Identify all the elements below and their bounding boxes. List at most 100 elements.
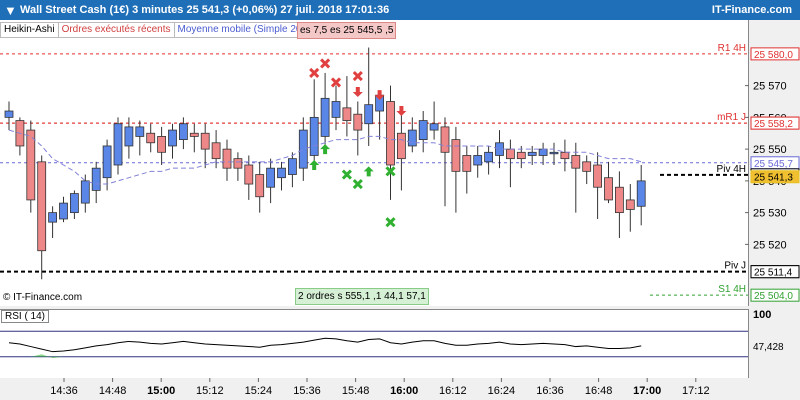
candle-body: [353, 113, 363, 131]
level-name-label: R1 4H: [718, 43, 746, 54]
order-up-arrow-marker: [309, 160, 320, 170]
candle-body: [396, 132, 406, 160]
order-cross-marker: [309, 67, 320, 78]
time-tick-label: 15:36: [293, 385, 321, 397]
legend-moving-average[interactable]: Moyenne mobile (Simple 20): [175, 23, 309, 37]
level-value-box: [750, 288, 800, 302]
brand-label: IT-Finance.com: [711, 4, 792, 16]
order-cross-marker: [341, 169, 352, 180]
candle-body: [255, 174, 265, 198]
candle-body: [48, 212, 57, 223]
candle-body: [298, 129, 308, 169]
candle-body: [407, 129, 417, 147]
level-name-label: mR1 J: [717, 112, 746, 123]
order-cross-marker: [320, 58, 331, 69]
orders-top-box[interactable]: es 7,5 es 25 545,5 ,5: [297, 22, 397, 39]
candle-body: [200, 132, 210, 150]
legend-heikin-ashi[interactable]: Heikin-Ashi: [1, 23, 59, 37]
candle-body: [91, 167, 101, 191]
candle-body: [4, 110, 14, 118]
candle-body: [266, 167, 276, 188]
chart-title: Wall Street Cash (1€) 3 minutes 25 541,3…: [20, 4, 390, 16]
rsi-top-tick: 100: [753, 309, 771, 321]
candle-body: [211, 142, 221, 160]
candle-body: [157, 136, 167, 153]
candle-body: [244, 164, 254, 185]
legend-orders[interactable]: Ordres exécutés récents: [59, 23, 175, 37]
candle-body: [309, 116, 319, 156]
candle-body: [364, 104, 374, 125]
indicator-legend: Heikin-Ashi Ordres exécutés récents Moye…: [0, 22, 310, 38]
price-tick-label: 25 530: [753, 208, 787, 220]
level-value-box: [750, 116, 800, 130]
time-tick-label: 15:24: [245, 385, 273, 397]
candle-body: [331, 101, 341, 118]
order-down-arrow-marker: [352, 86, 363, 97]
rsi-panel[interactable]: [0, 309, 749, 378]
rsi-oversold-fill: [30, 354, 64, 359]
level-value-box: [750, 47, 800, 61]
candle-body: [342, 107, 352, 121]
candle-body: [462, 155, 472, 172]
candle-body: [593, 164, 602, 188]
candle-body: [168, 129, 177, 147]
level-value-label: 25 558,2: [754, 119, 793, 130]
candle-body: [102, 145, 112, 179]
time-tick-label: 16:36: [536, 385, 564, 397]
candle-body: [418, 120, 428, 141]
orders-bottom-box[interactable]: 2 ordres s 555,1 ,1 44,1 57,1: [295, 288, 429, 305]
time-tick-label: 14:48: [99, 385, 127, 397]
time-axis: [0, 378, 748, 400]
candle-body: [625, 199, 635, 210]
level-value-label: 25 504,0: [754, 291, 793, 302]
order-up-arrow-marker: [320, 144, 331, 155]
candle-body: [571, 155, 581, 169]
candle-body: [70, 193, 79, 214]
candle-body: [473, 155, 483, 166]
candle-body: [233, 158, 243, 169]
candle-body: [80, 180, 90, 204]
level-name-label: S1 4H: [718, 284, 746, 295]
time-tick-label: 16:48: [585, 385, 613, 397]
candle-body: [604, 177, 613, 201]
candle-body: [516, 151, 526, 160]
time-tick-label: 16:24: [488, 385, 516, 397]
time-tick-label: 15:48: [342, 385, 370, 397]
order-cross-marker: [330, 77, 342, 88]
candle-body: [222, 148, 232, 169]
time-tick-label: 15:00: [147, 385, 175, 397]
title-bar: ▼ Wall Street Cash (1€) 3 minutes 25 541…: [0, 0, 800, 20]
candle-body: [527, 151, 537, 156]
order-down-arrow-marker: [374, 90, 385, 101]
time-tick-label: 17:00: [633, 385, 661, 397]
time-tick-label: 14:36: [50, 385, 78, 397]
price-tick-label: 25 520: [753, 239, 787, 251]
order-cross-marker: [352, 71, 363, 82]
rsi-line: [8, 337, 642, 353]
candle-body: [386, 101, 395, 166]
time-tick-label: 16:00: [390, 385, 418, 397]
candle-body: [146, 132, 156, 144]
level-value-label: 25 545,7: [754, 159, 793, 170]
copyright-text: © IT-Finance.com: [3, 292, 83, 303]
level-name-label: Piv J: [724, 261, 746, 272]
candle-body: [320, 97, 330, 137]
rsi-label[interactable]: RSI ( 14): [1, 310, 50, 323]
candle-body: [615, 186, 624, 214]
candle-body: [636, 180, 646, 207]
price-axis: [749, 20, 800, 377]
candle-body: [135, 126, 145, 137]
candle-body: [59, 202, 68, 220]
order-cross-marker: [352, 178, 363, 190]
candle-body: [538, 148, 548, 156]
candle-body: [287, 158, 297, 175]
level-value-label: 25 541,3: [754, 173, 793, 184]
candle-body: [549, 151, 559, 155]
candle-body: [429, 123, 439, 131]
candle-body: [113, 123, 123, 166]
chevron-down-icon[interactable]: ▼: [4, 3, 17, 18]
candle-body: [440, 126, 450, 153]
candle-body: [451, 139, 461, 172]
candle-body: [124, 126, 134, 147]
